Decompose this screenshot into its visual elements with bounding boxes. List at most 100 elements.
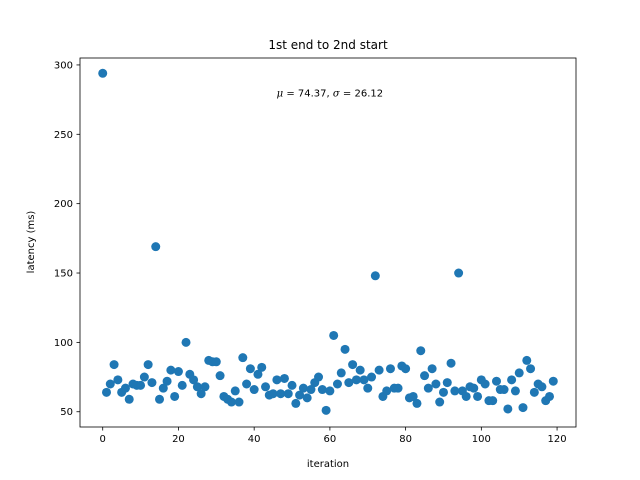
data-point — [329, 330, 339, 340]
data-point — [473, 391, 483, 401]
data-point — [151, 242, 161, 252]
data-point — [113, 375, 123, 385]
x-tick-label: 40 — [248, 434, 261, 445]
data-point — [155, 394, 165, 404]
data-point — [518, 403, 528, 413]
data-point — [189, 375, 199, 385]
sigma-symbol: σ — [333, 89, 341, 100]
data-point — [435, 397, 445, 407]
data-point — [261, 382, 271, 392]
data-point — [211, 357, 221, 367]
data-point — [461, 391, 471, 401]
data-point — [537, 382, 547, 392]
data-point — [317, 385, 327, 395]
data-point — [158, 383, 168, 393]
data-point — [226, 397, 236, 407]
data-point — [503, 404, 513, 414]
data-point — [109, 360, 119, 370]
data-point — [393, 383, 403, 393]
data-point — [245, 364, 255, 374]
data-point — [287, 380, 297, 390]
data-point — [359, 375, 369, 385]
data-point — [450, 386, 460, 396]
data-point — [177, 380, 187, 390]
x-tick-label: 20 — [172, 434, 185, 445]
data-point — [215, 371, 225, 381]
data-point — [272, 375, 282, 385]
mu-symbol: μ — [277, 89, 284, 100]
y-tick-label: 300 — [54, 60, 73, 71]
data-point — [314, 372, 324, 382]
data-point — [302, 393, 312, 403]
data-point — [291, 398, 301, 408]
data-point — [192, 382, 202, 392]
x-axis-label: iteration — [307, 459, 349, 470]
data-point — [401, 364, 411, 374]
data-point — [181, 337, 191, 347]
data-point — [438, 387, 448, 397]
y-axis-label: latency (ms) — [26, 211, 37, 274]
data-point — [522, 355, 532, 365]
data-point — [420, 371, 430, 381]
x-tick-label: 80 — [399, 434, 412, 445]
data-point — [367, 372, 377, 382]
data-point — [105, 379, 115, 389]
data-point — [147, 378, 157, 388]
data-point — [340, 344, 350, 354]
y-tick-label: 50 — [60, 407, 73, 418]
data-point — [124, 394, 134, 404]
data-point — [545, 391, 554, 401]
data-point — [412, 398, 422, 408]
data-point — [257, 362, 267, 372]
data-point — [283, 389, 293, 399]
y-tick-label: 200 — [54, 199, 73, 210]
sigma-value: 26.12 — [354, 89, 383, 100]
data-point — [446, 358, 456, 368]
y-axis: 50 100 150 200 250 300 — [54, 60, 80, 418]
data-point — [385, 364, 395, 374]
points-layer — [98, 68, 558, 415]
chart-title: 1st end to 2nd start — [268, 38, 388, 52]
data-point — [242, 379, 252, 389]
data-point — [510, 386, 520, 396]
data-point — [344, 378, 354, 388]
x-tick-label: 100 — [472, 434, 491, 445]
plot-frame — [79, 57, 577, 428]
data-point — [442, 378, 452, 388]
data-point — [499, 385, 509, 395]
data-point — [454, 268, 464, 278]
data-point — [355, 365, 365, 375]
data-point — [370, 271, 380, 281]
data-point — [238, 353, 248, 363]
data-point — [166, 365, 176, 375]
data-point — [363, 383, 373, 393]
data-point — [298, 383, 308, 393]
data-point — [408, 391, 418, 401]
data-point — [279, 373, 289, 383]
data-point — [526, 364, 536, 374]
mu-value: 74.37 — [298, 89, 327, 100]
data-point — [295, 390, 305, 400]
x-tick-label: 0 — [100, 434, 106, 445]
y-tick-label: 150 — [54, 269, 73, 280]
data-point — [234, 397, 244, 407]
data-point — [196, 389, 206, 399]
x-tick-label: 120 — [548, 434, 567, 445]
data-point — [120, 383, 130, 393]
data-point — [348, 360, 358, 370]
data-point — [488, 396, 498, 406]
data-point — [427, 364, 437, 374]
data-point — [268, 389, 278, 399]
x-axis: 0 20 40 60 80 100 120 — [100, 427, 567, 445]
data-point — [253, 369, 263, 379]
data-point — [249, 385, 259, 395]
x-tick-label: 60 — [324, 434, 337, 445]
data-point — [173, 367, 183, 377]
data-point — [480, 379, 490, 389]
data-point — [102, 387, 111, 397]
data-point — [306, 385, 316, 395]
data-point — [382, 386, 392, 396]
data-point — [321, 405, 331, 415]
y-tick-label: 250 — [54, 130, 73, 141]
